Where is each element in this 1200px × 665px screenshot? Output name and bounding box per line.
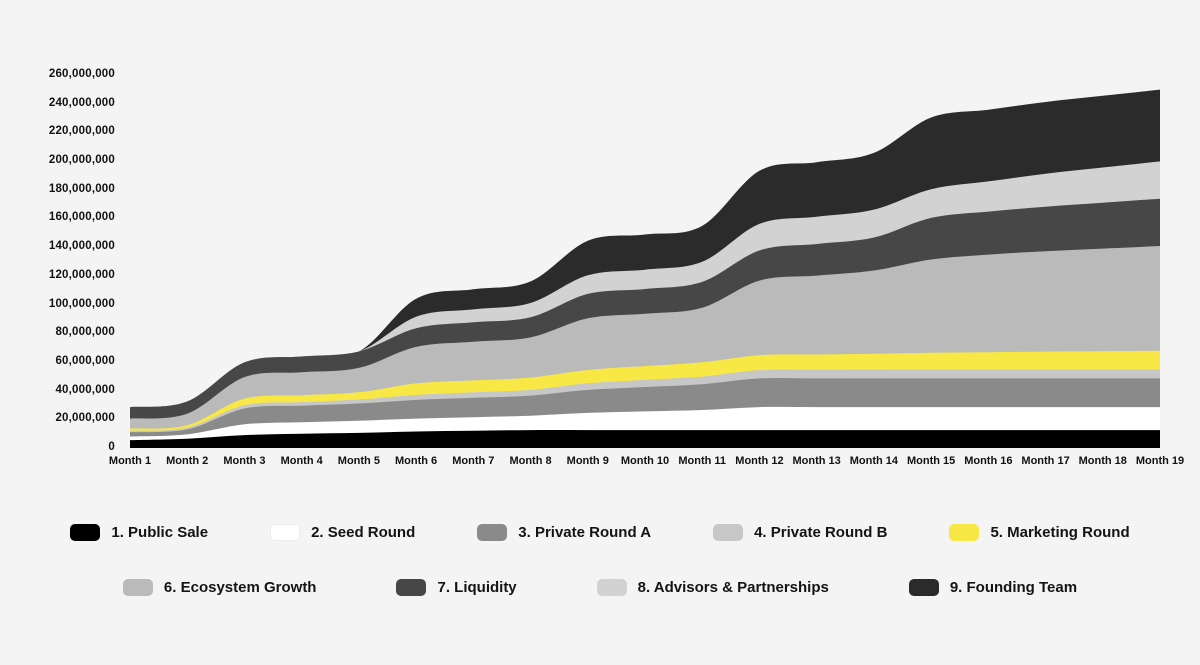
y-axis-tick-label: 220,000,000 (48, 125, 115, 138)
x-axis-month-label: Month 3 (223, 455, 266, 467)
y-axis-tick-label: 80,000,000 (55, 326, 115, 339)
legend-swatch-ecosystem-growth (122, 579, 153, 596)
legend-swatch-liquidity (396, 579, 427, 596)
legend-item-private-round-a[interactable]: 3. Private Round A (477, 524, 651, 541)
y-axis-tick-label: 40,000,000 (55, 383, 115, 396)
legend-item-liquidity[interactable]: 7. Liquidity (396, 579, 517, 596)
legend-item-seed-round[interactable]: 2. Seed Round (270, 524, 415, 541)
legend-swatch-private-round-b (713, 524, 744, 541)
y-axis-tick-label: 100,000,000 (48, 297, 115, 310)
y-axis-tick-label: 140,000,000 (48, 240, 115, 253)
legend-swatch-founding-team (908, 579, 939, 596)
y-axis-tick-label: 120,000,000 (48, 268, 115, 281)
legend-label: 5. Marketing Round (990, 524, 1130, 541)
legend-label: 4. Private Round B (754, 524, 888, 541)
chart-legend-row-1: 1. Public Sale 2. Seed Round 3. Private Ro… (0, 524, 1200, 541)
legend-label: 2. Seed Round (311, 524, 416, 541)
x-axis-month-label: Month 16 (964, 455, 1013, 467)
x-axis-month-label: Month 2 (166, 455, 209, 467)
x-axis-month-label: Month 10 (620, 455, 670, 467)
x-axis-month-label: Month 12 (735, 455, 784, 467)
legend-swatch-seed-round (270, 524, 301, 541)
x-axis-month-label: Month 11 (678, 455, 727, 467)
chart-legend-row-2: 6. Ecosystem Growth 7. Liquidity 8. Adviso… (0, 579, 1200, 596)
legend-label: 7. Liquidity (437, 579, 517, 596)
legend-item-advisors-partnerships[interactable]: 8. Advisors & Partnerships (596, 579, 829, 596)
x-axis-month-label: Month 18 (1078, 455, 1127, 467)
y-axis-tick-label: 20,000,000 (55, 412, 115, 425)
vesting-chart-container: 0 20,000,000 40,000,000 60,000,000 80,000,00… (0, 0, 1200, 480)
x-axis-month-label: Month 13 (792, 455, 841, 467)
x-axis-month-label: Month 19 (1135, 455, 1185, 467)
y-axis-tick-label: 160,000,000 (48, 211, 115, 224)
legend-item-private-round-b[interactable]: 4. Private Round B (713, 524, 887, 541)
stacked-area-plot[interactable] (0, 0, 1200, 480)
legend-swatch-advisors-partnerships (596, 579, 627, 596)
y-axis-tick-label: 60,000,000 (55, 354, 115, 367)
legend-label: 8. Advisors & Partnerships (637, 579, 829, 596)
y-axis-tick-label: 240,000,000 (48, 96, 115, 109)
legend-swatch-marketing-round (949, 524, 980, 541)
y-axis-tick-label: 200,000,000 (48, 154, 115, 167)
x-axis-month-label: Month 8 (509, 455, 552, 467)
area-band-public-sale[interactable] (130, 430, 1160, 448)
x-axis-month-label: Month 5 (337, 455, 380, 467)
x-axis-month-label: Month 15 (906, 455, 956, 467)
legend-swatch-private-round-a (477, 524, 508, 541)
x-axis-month-label: Month 7 (452, 455, 495, 467)
legend-item-marketing-round[interactable]: 5. Marketing Round (949, 524, 1130, 541)
legend-item-ecosystem-growth[interactable]: 6. Ecosystem Growth (122, 579, 317, 596)
legend-swatch-public-sale (70, 524, 101, 541)
legend-label: 6. Ecosystem Growth (163, 579, 317, 596)
legend-label: 1. Public Sale (111, 524, 209, 541)
y-axis-tick-label: 260,000,000 (48, 68, 115, 80)
x-axis-month-label: Month 1 (108, 455, 152, 467)
legend-label: 9. Founding Team (949, 579, 1078, 596)
x-axis-month-label: Month 14 (849, 455, 899, 467)
x-axis-month-label: Month 4 (280, 455, 323, 467)
legend-label: 3. Private Round A (518, 524, 652, 541)
x-axis-month-label: Month 9 (566, 455, 609, 467)
y-axis-tick-label: 0 (108, 441, 115, 453)
x-axis-month-label: Month 6 (395, 455, 438, 467)
legend-item-founding-team[interactable]: 9. Founding Team (908, 579, 1078, 596)
y-axis-tick-label: 180,000,000 (48, 182, 115, 195)
x-axis-month-label: Month 17 (1021, 455, 1070, 467)
legend-item-public-sale[interactable]: 1. Public Sale (70, 524, 208, 541)
